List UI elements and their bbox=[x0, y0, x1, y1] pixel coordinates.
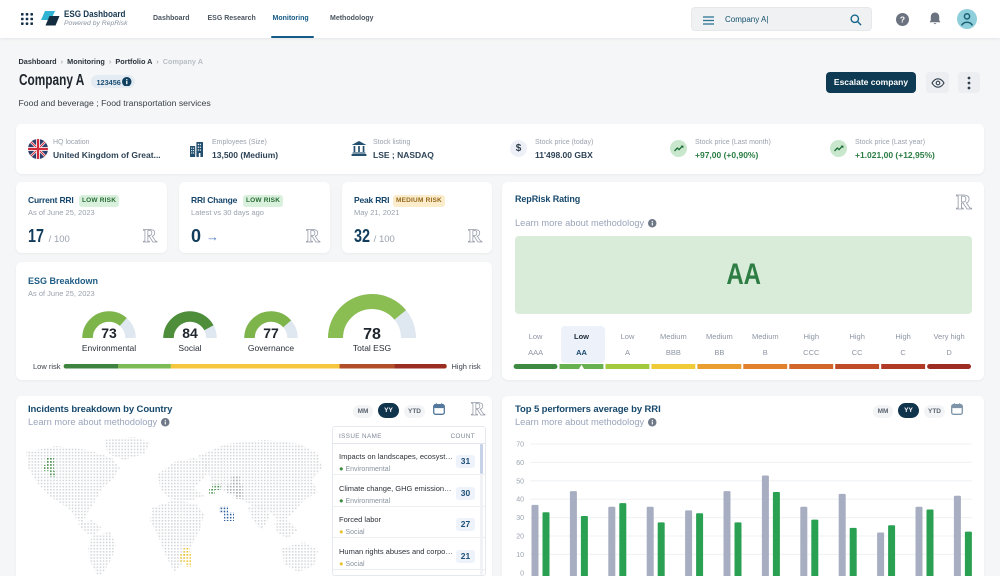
svg-text:AA: AA bbox=[576, 348, 587, 357]
svg-text:30: 30 bbox=[516, 515, 524, 522]
svg-text:Environmental: Environmental bbox=[82, 343, 136, 353]
svg-text:Social: Social bbox=[178, 343, 201, 353]
svg-text:Low: Low bbox=[574, 332, 589, 341]
svg-text:Medium: Medium bbox=[706, 332, 733, 341]
svg-text:BBB: BBB bbox=[666, 348, 681, 357]
svg-text:Very high: Very high bbox=[933, 332, 964, 341]
svg-text:40: 40 bbox=[516, 497, 524, 504]
svg-text:Medium: Medium bbox=[660, 332, 687, 341]
svg-text:C: C bbox=[900, 348, 906, 357]
svg-text:BB: BB bbox=[714, 348, 724, 357]
svg-text:High: High bbox=[804, 332, 819, 341]
svg-text:84: 84 bbox=[182, 325, 198, 341]
svg-text:A: A bbox=[625, 348, 630, 357]
svg-text:Low: Low bbox=[621, 332, 635, 341]
svg-text:Total ESG: Total ESG bbox=[353, 343, 391, 353]
svg-text:CCC: CCC bbox=[803, 348, 820, 357]
svg-text:Governance: Governance bbox=[248, 343, 295, 353]
svg-text:10: 10 bbox=[516, 552, 524, 559]
svg-text:AAA: AAA bbox=[528, 348, 543, 357]
svg-text:60: 60 bbox=[516, 460, 524, 467]
svg-text:CC: CC bbox=[852, 348, 863, 357]
svg-text:Medium: Medium bbox=[752, 332, 779, 341]
svg-text:High: High bbox=[895, 332, 910, 341]
svg-text:0: 0 bbox=[520, 570, 524, 576]
svg-text:20: 20 bbox=[516, 534, 524, 541]
svg-text:50: 50 bbox=[516, 478, 524, 485]
svg-text:?: ? bbox=[900, 15, 905, 25]
svg-text:70: 70 bbox=[516, 442, 524, 449]
svg-text:High risk: High risk bbox=[452, 362, 481, 371]
svg-text:73: 73 bbox=[101, 325, 117, 341]
svg-text:D: D bbox=[946, 348, 952, 357]
svg-text:77: 77 bbox=[263, 325, 279, 341]
svg-text:B: B bbox=[763, 348, 768, 357]
svg-text:Low risk: Low risk bbox=[33, 362, 61, 371]
svg-text:High: High bbox=[849, 332, 864, 341]
svg-text:Low: Low bbox=[529, 332, 543, 341]
svg-text:78: 78 bbox=[363, 326, 381, 343]
